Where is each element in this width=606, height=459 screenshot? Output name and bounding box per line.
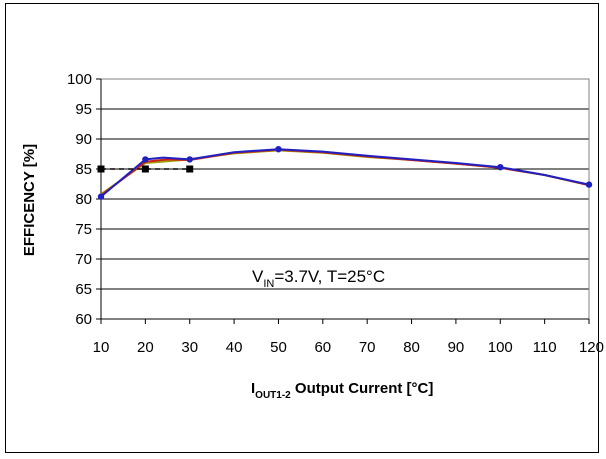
series-3-point-50 <box>275 146 282 153</box>
y-tick-label-95: 95 <box>75 101 92 118</box>
y-tick-label-75: 75 <box>75 221 92 238</box>
x-tick-label-70: 70 <box>359 339 376 356</box>
series-layer <box>100 148 590 198</box>
series-3-point-20 <box>142 156 149 163</box>
x-tick-label-80: 80 <box>403 339 420 356</box>
x-tick-label-40: 40 <box>226 339 243 356</box>
x-tick-label-90: 90 <box>448 339 465 356</box>
series-line-1 <box>100 149 590 196</box>
x-tick-label-110: 110 <box>533 339 557 356</box>
series-3-point-30 <box>186 156 193 163</box>
y-tick-label-85: 85 <box>75 161 92 178</box>
series-line-2 <box>100 148 590 197</box>
x-tick-label-60: 60 <box>314 339 331 356</box>
y-tick-label-60: 60 <box>75 311 92 328</box>
series-4-point-10 <box>97 165 105 173</box>
y-tick-label-65: 65 <box>75 281 92 298</box>
x-tick-label-50: 50 <box>270 339 287 356</box>
annotation-subscript: IN <box>263 278 274 290</box>
chart-annotation: VIN=3.7V, T=25°C <box>252 267 385 290</box>
annotation-main: V <box>252 267 264 286</box>
y-tick-label-100: 100 <box>67 71 92 88</box>
series-4-point-20 <box>141 165 149 173</box>
axis-layer: 60 65 70 75 80 85 90 95 100 10 20 30 40 50 60 70 80 90 100… <box>67 71 604 356</box>
x-axis-title: IOUT1-2 Output Current [°C] <box>251 380 433 401</box>
series-3-point-10 <box>97 193 105 200</box>
series-3-point-120 <box>585 181 593 188</box>
x-tick-label-30: 30 <box>181 339 198 356</box>
x-tick-label-20: 20 <box>137 339 154 356</box>
series-3-point-100 <box>497 164 504 171</box>
grid-layer <box>101 108 589 290</box>
series-4-point-30 <box>186 165 194 173</box>
chart-frame <box>5 3 599 453</box>
x-axis-title-main: I <box>251 380 255 397</box>
x-tick-label-120: 120 <box>579 339 604 356</box>
x-tick-label-10: 10 <box>93 339 110 356</box>
x-axis-title-rest: Output Current [°C] <box>291 380 434 397</box>
x-tick-label-100: 100 <box>488 339 513 356</box>
series-line-3 <box>100 148 590 198</box>
y-axis-title: EFFICENCY [%] <box>21 144 38 256</box>
y-tick-label-90: 90 <box>75 131 92 148</box>
annotation-rest: =3.7V, T=25°C <box>274 267 385 286</box>
x-axis-title-subscript: OUT1-2 <box>255 390 291 401</box>
marker-layer <box>97 146 593 200</box>
y-tick-label-80: 80 <box>75 191 92 208</box>
y-tick-label-70: 70 <box>75 251 92 268</box>
